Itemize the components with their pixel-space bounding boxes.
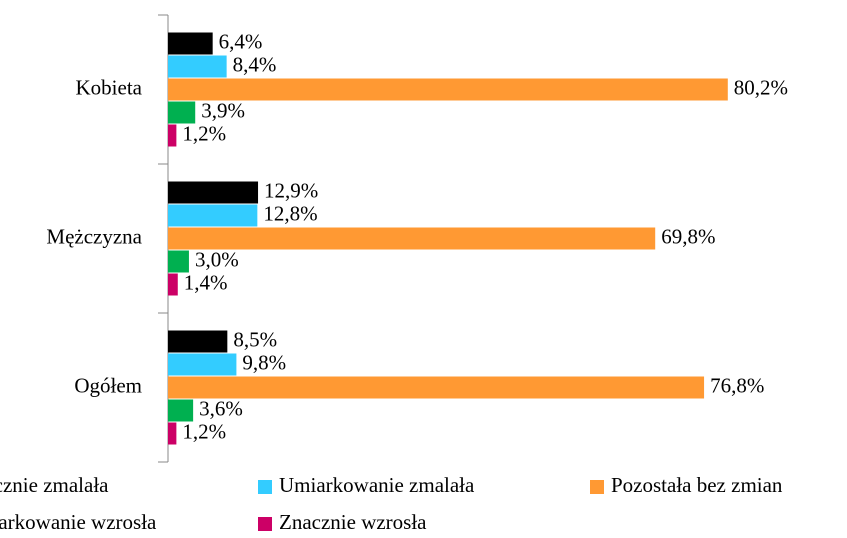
bar (168, 124, 177, 147)
value-label: 6,4% (219, 29, 263, 53)
value-label: 12,8% (263, 201, 317, 225)
legend-label: Umiarkowanie wzrosła (0, 510, 157, 534)
legend-label: Umiarkowanie zmalała (279, 473, 475, 497)
value-label: 69,8% (661, 224, 715, 248)
bar (168, 78, 728, 101)
legend-swatch (258, 517, 272, 531)
bar (168, 422, 177, 445)
value-label: 8,5% (233, 327, 277, 351)
value-label: 8,4% (233, 52, 277, 76)
value-label: 3,9% (201, 98, 245, 122)
legend-label: Pozostała bez zmian (611, 473, 783, 497)
value-label: 1,2% (182, 121, 226, 145)
value-label: 76,8% (710, 373, 764, 397)
category-label: Mężczyzna (46, 224, 142, 248)
legend-swatch (590, 480, 604, 494)
bar (168, 399, 194, 422)
value-label: 1,4% (184, 270, 228, 294)
value-label: 12,9% (264, 178, 318, 202)
legend-label: Znacznie wzrosła (279, 510, 427, 534)
value-label: 1,2% (182, 419, 226, 443)
category-label: Kobieta (76, 75, 143, 99)
value-label: 9,8% (242, 350, 286, 374)
bar (168, 330, 228, 353)
value-label: 3,0% (195, 247, 239, 271)
bar (168, 181, 259, 204)
value-label: 3,6% (199, 396, 243, 420)
bar (168, 353, 237, 376)
bar (168, 101, 196, 124)
legend-label: Znacznie zmalała (0, 473, 109, 497)
bar (168, 32, 213, 55)
category-label: Ogółem (74, 373, 142, 397)
bar (168, 273, 178, 296)
bar (168, 227, 656, 250)
bar (168, 204, 258, 227)
value-label: 80,2% (734, 75, 788, 99)
bar (168, 250, 189, 273)
legend-swatch (258, 480, 272, 494)
bar (168, 55, 227, 78)
bar (168, 376, 705, 399)
